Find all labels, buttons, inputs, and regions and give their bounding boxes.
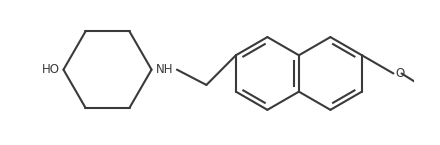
Text: HO: HO <box>42 63 60 76</box>
Text: O: O <box>395 67 405 80</box>
Text: NH: NH <box>155 63 173 76</box>
